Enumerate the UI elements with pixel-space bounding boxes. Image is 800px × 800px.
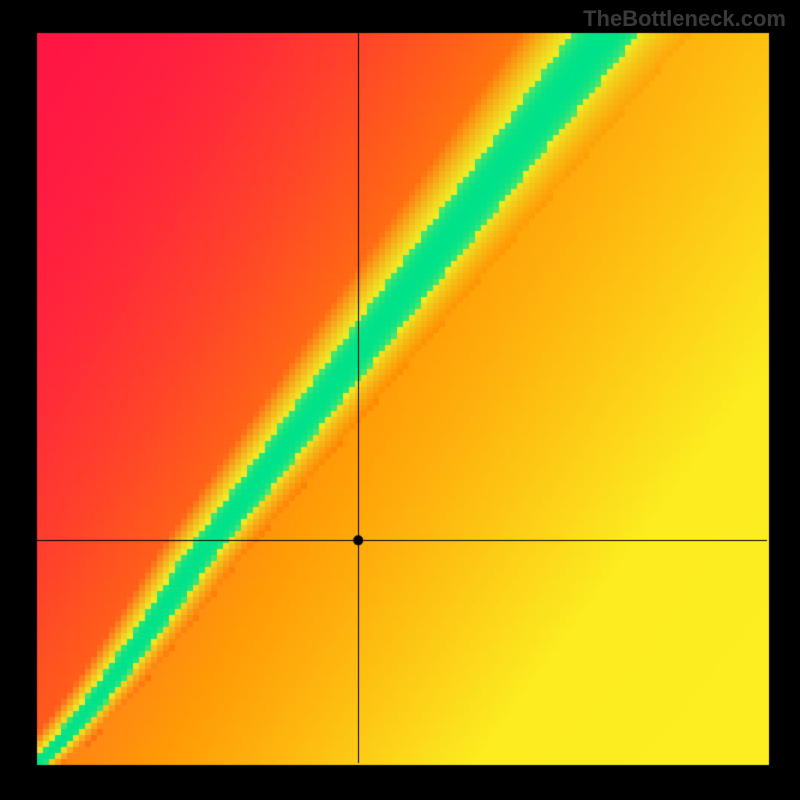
watermark: TheBottleneck.com	[583, 6, 786, 32]
bottleneck-heatmap	[0, 0, 800, 800]
